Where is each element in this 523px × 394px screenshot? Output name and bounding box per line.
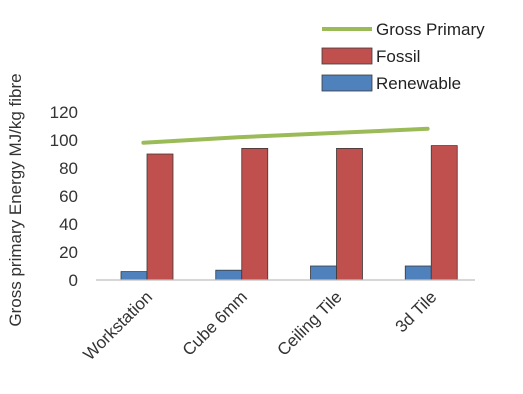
bar-fossil-cube-6mm <box>241 147 269 281</box>
legend-label: Renewable <box>376 74 461 93</box>
x-tick-label: Cube 6mm <box>179 287 251 359</box>
legend-item-fossil: Fossil <box>321 47 420 66</box>
y-tick-label: 40 <box>59 215 78 234</box>
legend-label: Gross Primary <box>376 20 485 39</box>
y-tick-label: 120 <box>50 103 78 122</box>
bar-renewable-3d-tile <box>404 265 432 281</box>
legend-item-gross-primary: Gross Primary <box>322 20 485 39</box>
x-tick-label: Workstation <box>80 287 157 364</box>
x-tick-label: Ceiling Tile <box>273 287 345 359</box>
legend-swatch <box>321 74 373 92</box>
y-axis: 0 20 40 60 80 100 120 <box>50 103 78 290</box>
bar-fossil-ceiling-tile <box>336 147 363 281</box>
legend-label: Fossil <box>376 47 420 66</box>
y-tick-label: 20 <box>59 243 78 262</box>
y-tick-label: 80 <box>59 159 78 178</box>
legend: Gross Primary Fossil Renewable <box>321 20 485 93</box>
x-axis: Workstation Cube 6mm Ceiling Tile 3d Tile <box>80 287 441 364</box>
y-axis-title: Gross primary Energy MJ/kg fibre <box>6 73 25 326</box>
y-tick-label: 100 <box>50 131 78 150</box>
y-tick-label: 60 <box>59 187 78 206</box>
bar-renewable-ceiling-tile <box>310 265 337 281</box>
legend-swatch <box>321 47 373 65</box>
legend-item-renewable: Renewable <box>321 74 461 93</box>
line-gross-primary <box>141 126 430 145</box>
x-tick-label: 3d Tile <box>392 287 441 336</box>
plot-area <box>96 126 475 281</box>
bar-renewable-workstation <box>120 271 148 281</box>
bar-fossil-workstation <box>146 153 174 281</box>
y-tick-label: 0 <box>69 271 78 290</box>
bar-fossil-3d-tile <box>430 145 458 281</box>
bar-renewable-cube-6mm <box>215 269 243 281</box>
